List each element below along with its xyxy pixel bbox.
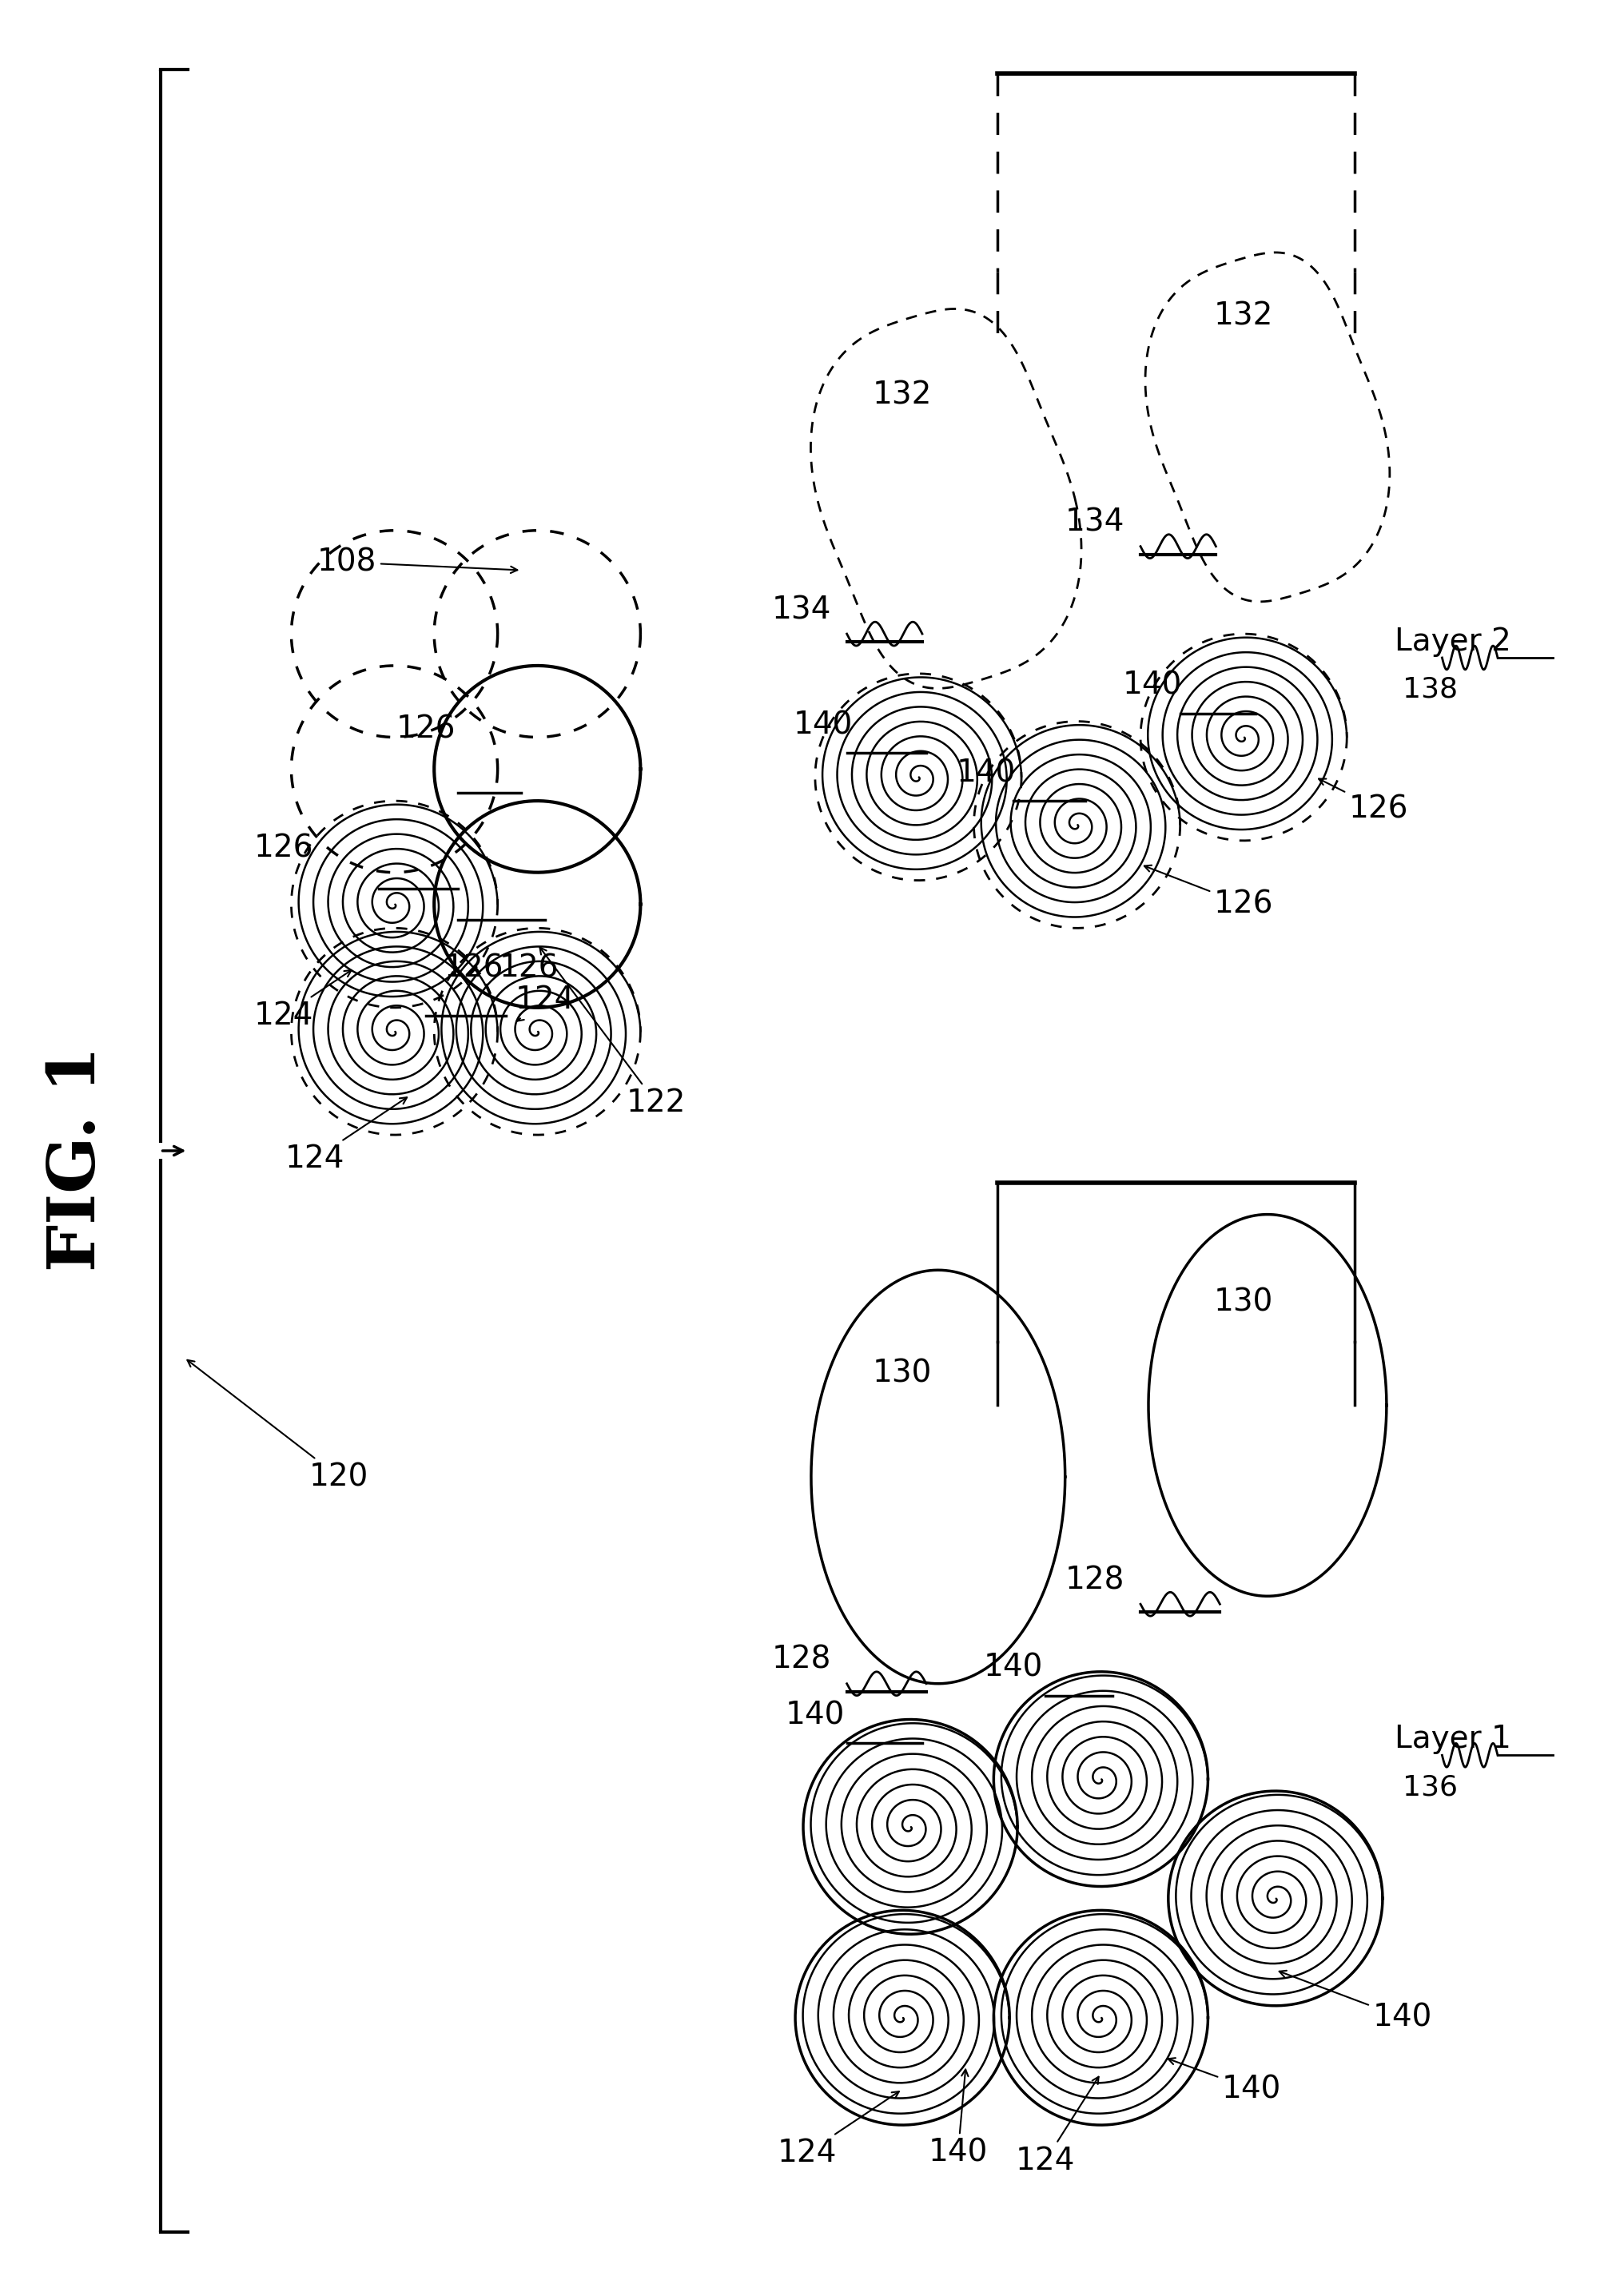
Text: 124: 124 [1015, 2078, 1099, 2177]
Text: 132: 132 [1214, 301, 1274, 331]
Text: 108: 108 [318, 546, 518, 579]
Text: 126: 126 [1318, 778, 1408, 824]
Text: 124: 124 [515, 985, 574, 1022]
Text: 126: 126 [1144, 866, 1274, 918]
Text: 126: 126 [396, 714, 456, 744]
Text: 130: 130 [1214, 1286, 1274, 1318]
Text: 140: 140 [956, 758, 1015, 788]
Text: Layer 1: Layer 1 [1394, 1724, 1511, 1754]
Text: 140: 140 [1168, 2057, 1282, 2105]
Text: 140: 140 [786, 1701, 845, 1731]
Text: 128: 128 [1065, 1566, 1124, 1596]
Text: 128: 128 [772, 1644, 831, 1676]
Text: 122: 122 [541, 948, 687, 1118]
Text: 126: 126 [499, 953, 560, 983]
Text: 140: 140 [1123, 670, 1182, 700]
Text: 124: 124 [253, 971, 351, 1031]
Text: Layer 2: Layer 2 [1394, 627, 1511, 657]
Text: 138: 138 [1402, 675, 1458, 703]
Text: 140: 140 [1280, 1970, 1432, 2032]
Text: 130: 130 [873, 1359, 932, 1389]
Text: 120: 120 [188, 1359, 369, 1492]
Text: 140: 140 [794, 709, 853, 742]
Text: 136: 136 [1402, 1773, 1458, 1800]
Text: 134: 134 [1065, 507, 1124, 537]
Text: 134: 134 [772, 595, 831, 625]
Text: 126: 126 [253, 833, 313, 863]
Text: FIG. 1: FIG. 1 [45, 1047, 109, 1272]
Text: 132: 132 [873, 381, 932, 411]
Text: 126: 126 [444, 953, 504, 983]
Text: 140: 140 [929, 2069, 988, 2167]
Text: 124: 124 [286, 1097, 407, 1173]
Text: 124: 124 [778, 2092, 898, 2167]
Text: 140: 140 [983, 1653, 1043, 1683]
